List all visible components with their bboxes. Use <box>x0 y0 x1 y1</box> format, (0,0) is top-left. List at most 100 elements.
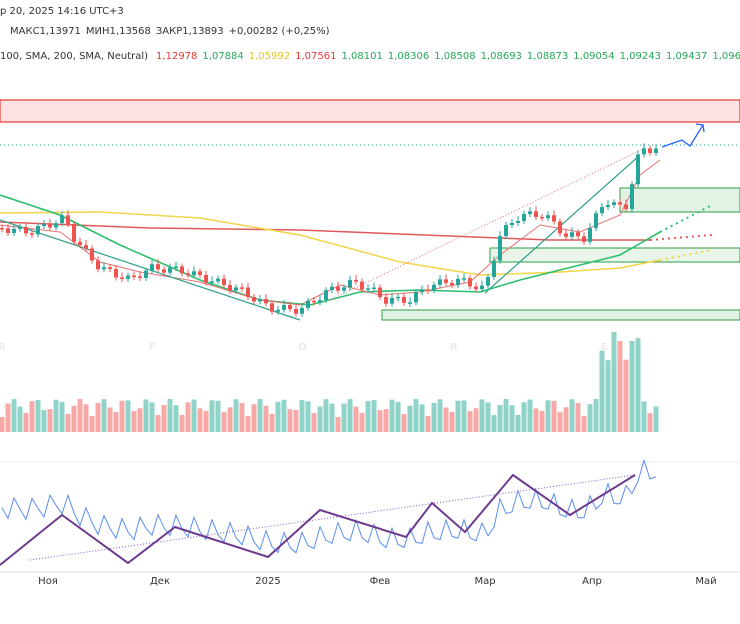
sma-50-projection <box>659 204 713 233</box>
indicator-value: 1,08306 <box>388 51 429 62</box>
candle-body <box>270 303 274 312</box>
candle-body <box>102 267 106 270</box>
volume-bar <box>557 412 563 432</box>
volume-bar <box>329 403 335 432</box>
candle-body <box>420 289 424 293</box>
volume-bar <box>83 404 89 432</box>
candle-body <box>96 260 100 270</box>
volume-bar <box>185 402 191 432</box>
volume-bar <box>479 399 485 432</box>
volume-bar <box>533 408 539 432</box>
volume-bar <box>551 400 557 432</box>
volume-bar <box>11 399 17 432</box>
candle-body <box>642 148 646 155</box>
volume-bar <box>617 341 623 432</box>
candle-body <box>12 228 16 234</box>
candle-body <box>132 275 136 278</box>
forecast-arrow <box>661 124 704 148</box>
volume-bar <box>107 407 113 432</box>
candle-body <box>324 290 328 301</box>
support-zone <box>489 247 740 263</box>
candles <box>0 143 658 317</box>
volume-bar <box>155 415 161 432</box>
candle-body <box>624 204 628 210</box>
volume-bar <box>149 402 155 432</box>
candle-body <box>600 207 604 214</box>
volume-bar <box>443 407 449 432</box>
volume-bar <box>389 399 395 432</box>
candle-body <box>462 278 466 280</box>
candle-body <box>126 275 130 279</box>
candle-body <box>348 279 352 288</box>
volume-bar <box>89 415 95 432</box>
candle-body <box>144 270 148 278</box>
candle-body <box>366 288 370 290</box>
candle-body <box>540 216 544 219</box>
volume-bar <box>143 399 149 432</box>
candle-body <box>228 284 232 291</box>
candle-body <box>222 278 226 285</box>
volume-bar <box>341 403 347 432</box>
support-zone <box>381 309 740 321</box>
volume-bar <box>269 413 275 432</box>
volume-bar <box>425 415 431 432</box>
candle-body <box>528 211 532 215</box>
candle-body <box>510 222 514 226</box>
candle-body <box>120 277 124 279</box>
volume-bar <box>509 405 515 432</box>
volume <box>0 331 659 432</box>
volume-bar <box>437 399 443 432</box>
candle-body <box>72 224 76 242</box>
header: р 20, 2025 14:16 UTC+3 МАКС1,13971 МИН1,13… <box>0 6 740 62</box>
candle-body <box>36 226 40 235</box>
candle-body <box>336 286 340 291</box>
volume-bar <box>461 400 467 432</box>
candle-body <box>234 287 238 291</box>
volume-bar <box>359 412 365 432</box>
volume-bar <box>0 417 5 432</box>
candle-body <box>258 299 262 302</box>
resistance-zone <box>0 99 740 123</box>
volume-bar <box>137 408 143 432</box>
indicator-value: 1,05992 <box>249 51 290 62</box>
volume-bar <box>575 403 581 432</box>
volume-bar <box>167 399 173 432</box>
volume-bar <box>563 407 569 432</box>
volume-bar <box>497 404 503 432</box>
candle-body <box>534 211 538 217</box>
candle-body <box>108 267 112 270</box>
volume-bar <box>623 359 629 432</box>
candle-body <box>360 281 364 290</box>
time-label: Мар <box>474 576 495 587</box>
indicator-value: 1,08693 <box>481 51 522 62</box>
candle-body <box>498 236 502 261</box>
volume-bar <box>413 399 419 432</box>
candle-body <box>18 226 22 229</box>
volume-bar <box>59 401 65 432</box>
candle-body <box>552 215 556 222</box>
candle-body <box>618 202 622 205</box>
candle-body <box>426 289 430 292</box>
candle-body <box>264 299 268 304</box>
volume-bar <box>647 413 653 432</box>
candle-body <box>60 215 64 224</box>
candle-body <box>174 266 178 268</box>
candle-body <box>480 285 484 290</box>
candle-body <box>210 281 214 283</box>
ohlc-value: ЗАКР1,13893 <box>156 26 224 37</box>
indicator-value: 1,08873 <box>527 51 568 62</box>
candle-body <box>504 225 508 237</box>
candle-body <box>648 148 652 153</box>
ohlc-value: МАКС1,13971 <box>10 26 81 37</box>
volume-bar <box>371 400 377 432</box>
volume-bar <box>173 405 179 432</box>
candle-body <box>84 245 88 249</box>
volume-bar <box>113 411 119 432</box>
time-label: Май <box>695 576 716 587</box>
sma-50 <box>0 194 661 306</box>
candle-body <box>168 267 172 273</box>
candle-body <box>6 228 10 234</box>
volume-bar <box>131 411 137 432</box>
volume-bar <box>569 399 575 432</box>
time-label: 2025 <box>255 576 280 587</box>
